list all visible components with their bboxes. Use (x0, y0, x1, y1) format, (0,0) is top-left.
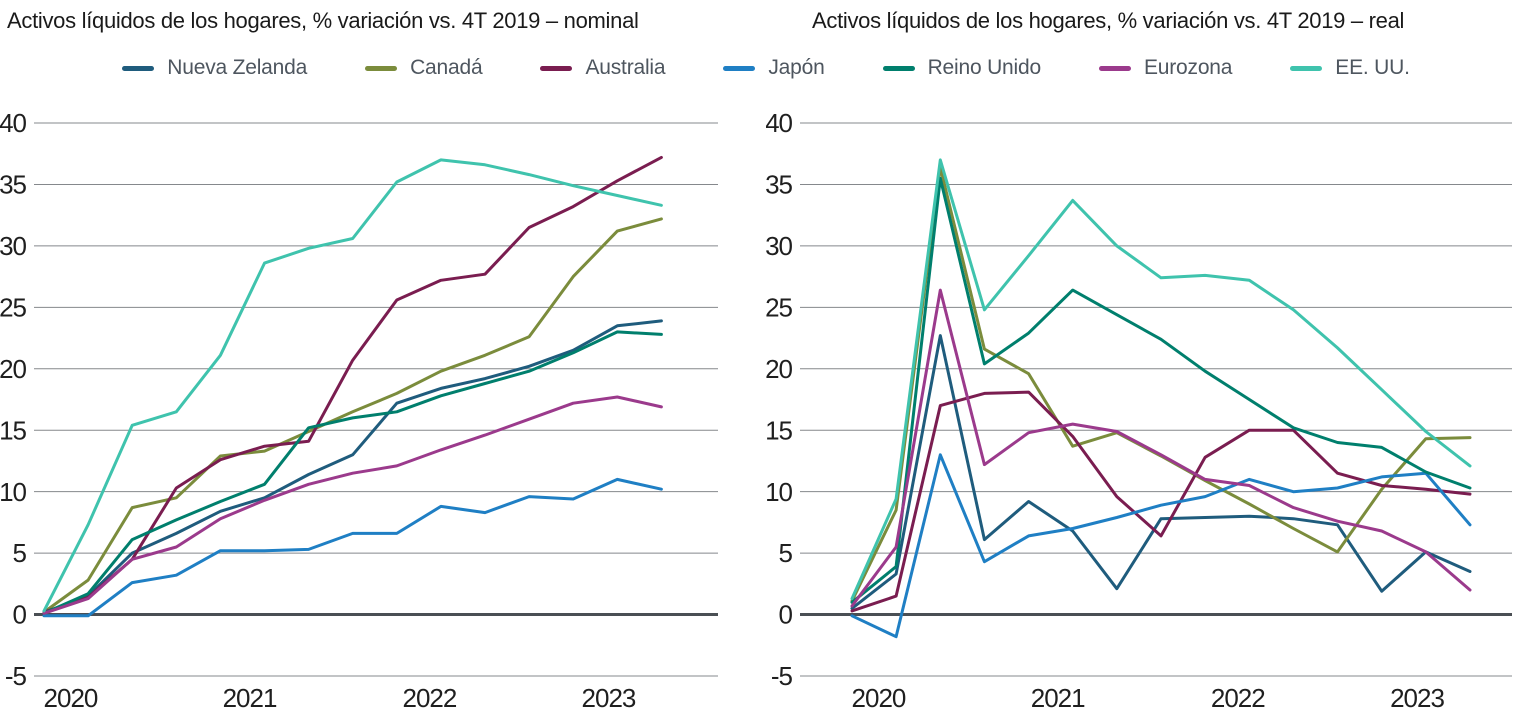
series-line-australia (42, 155, 663, 614)
x-tick-label: 2022 (403, 683, 457, 713)
y-tick-label: 10 (766, 477, 793, 507)
series-line-nueva-zelanda (850, 334, 1472, 610)
legend-swatch-eurozona (1098, 65, 1131, 71)
legend-label: Japón (768, 56, 825, 79)
legend-swatch-ee-uu (1290, 65, 1323, 71)
legend-label: Reino Unido (927, 56, 1042, 79)
series-line-jap-n (42, 477, 663, 618)
legend-label: Canadá (410, 56, 483, 79)
y-tick-label: 10 (0, 477, 27, 507)
series-line-reino-unido (850, 176, 1472, 604)
y-tick-label: 40 (0, 108, 27, 138)
x-tick-label: 2020 (44, 683, 98, 713)
y-tick-label: 25 (0, 292, 27, 322)
y-tick-label: 30 (0, 231, 27, 261)
legend-label: Australia (585, 56, 666, 79)
legend-label: EE. UU. (1335, 56, 1410, 79)
y-tick-label: 30 (766, 231, 793, 261)
legend-item-ee-uu: EE. UU. (1290, 56, 1410, 80)
series-line-ee-uu (42, 158, 663, 613)
y-tick-label: 5 (779, 538, 793, 568)
legend: Nueva Zelanda Canadá Australia Japón Reino U… (0, 52, 1532, 84)
legend-item-jap-n: Japón (723, 56, 825, 80)
y-tick-label: 35 (766, 170, 793, 200)
legend-swatch-australia (540, 65, 573, 71)
legend-swatch-jap-n (723, 65, 756, 71)
series-line-eurozona (42, 395, 663, 615)
legend-swatch-canad (365, 65, 398, 71)
series-line-nueva-zelanda (42, 319, 663, 615)
legend-item-nueva-zelanda: Nueva Zelanda (122, 56, 307, 80)
series-line-jap-n (850, 453, 1472, 639)
series-line-reino-unido (42, 330, 663, 615)
legend-item-australia: Australia (540, 56, 666, 80)
legend-label: Nueva Zelanda (167, 56, 308, 79)
x-tick-label: 2023 (1390, 683, 1444, 713)
y-tick-label: 15 (766, 415, 793, 445)
x-tick-label: 2023 (582, 683, 636, 713)
x-tick-label: 2020 (852, 683, 906, 713)
x-tick-label: 2021 (223, 683, 277, 713)
y-tick-label: 35 (0, 170, 27, 200)
legend-item-eurozona: Eurozona (1098, 56, 1233, 80)
chart-title-real: Activos líquidos de los hogares, % varia… (812, 8, 1405, 33)
y-tick-label: 0 (779, 600, 793, 630)
series-line-eurozona (850, 288, 1472, 608)
series-line-ee-uu (850, 158, 1472, 601)
y-tick-label: 15 (0, 415, 27, 445)
legend-swatch-nueva-zelanda (122, 65, 155, 71)
chart-nominal: 40 35 30 25 20 15 10 5 0 -5 2020 2021 2022 2023 (0, 108, 718, 713)
y-tick-label: -5 (5, 661, 27, 691)
y-tick-label: 40 (766, 108, 793, 138)
y-tick-label: 20 (766, 354, 793, 384)
y-tick-label: 25 (766, 292, 793, 322)
legend-label: Eurozona (1143, 56, 1233, 79)
series-line-australia (850, 390, 1472, 613)
x-tick-label: 2022 (1211, 683, 1265, 713)
legend-item-reino-unido: Reino Unido (882, 56, 1042, 80)
chart-real: 40 35 30 25 20 15 10 5 0 -5 2020 2021 2022 2023 (766, 108, 1512, 713)
x-tick-label: 2021 (1031, 683, 1085, 713)
legend-swatch-reino-unido (882, 65, 915, 71)
y-tick-label: 0 (13, 600, 27, 630)
y-tick-label: 5 (13, 538, 27, 568)
series-line-canad (42, 217, 663, 614)
y-tick-label: 20 (0, 354, 27, 384)
legend-item-canad: Canadá (365, 56, 483, 80)
y-tick-label: -5 (771, 661, 793, 691)
chart-title-nominal: Activos líquidos de los hogares, % varia… (7, 8, 639, 33)
